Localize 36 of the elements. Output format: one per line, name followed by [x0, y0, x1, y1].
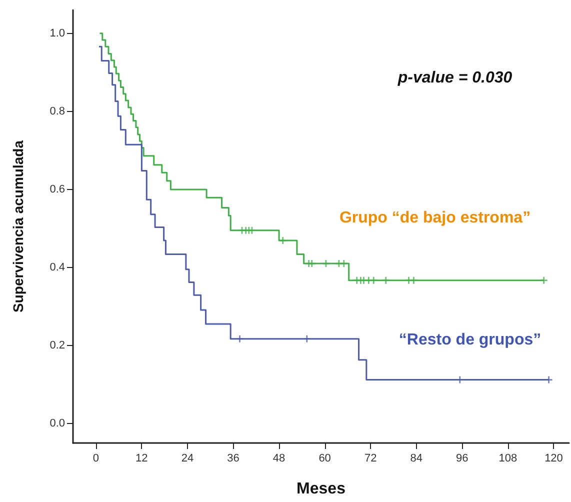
point: [340, 259, 348, 268]
x-tick-label: 24: [181, 452, 194, 464]
point: [278, 236, 287, 245]
point: [334, 259, 344, 268]
point: [410, 276, 418, 284]
x-axis-title: Meses: [296, 480, 346, 498]
x-tick-label: 96: [456, 452, 468, 464]
annotation: “Resto de grupos”: [398, 332, 542, 348]
point: [540, 276, 548, 284]
point: [236, 334, 244, 343]
y-tick-label: 0.6: [50, 183, 65, 196]
y-tick-label: 0.2: [50, 339, 65, 352]
x-tick-label: 36: [227, 452, 240, 464]
y-tick-label: 0.0: [50, 417, 65, 430]
x-tick-label: 72: [364, 452, 377, 464]
point: [370, 276, 378, 284]
x-tick-label: 84: [410, 452, 423, 464]
y-axis-title: Supervivencia acumulada: [10, 140, 26, 312]
point: [360, 276, 368, 284]
point: [382, 276, 390, 284]
point: [364, 276, 373, 284]
x-tick-label: 108: [498, 452, 518, 464]
x-tick-label: 120: [544, 452, 563, 464]
annotation: Grupo “de bajo estroma”: [339, 210, 531, 226]
x-tick-label: 0: [92, 452, 99, 464]
point: [404, 276, 413, 284]
x-tick-label: 12: [136, 452, 148, 464]
point: [308, 259, 316, 268]
y-tick-label: 0.8: [50, 105, 65, 118]
point: [302, 334, 312, 343]
annotation: p-value = 0.030: [396, 70, 512, 86]
x-tick-label: 48: [272, 452, 286, 464]
y-tick-label: 1.0: [50, 27, 65, 40]
y-tick-label: 0.4: [50, 261, 65, 274]
point: [322, 259, 330, 268]
x-tick-label: 60: [318, 452, 331, 464]
